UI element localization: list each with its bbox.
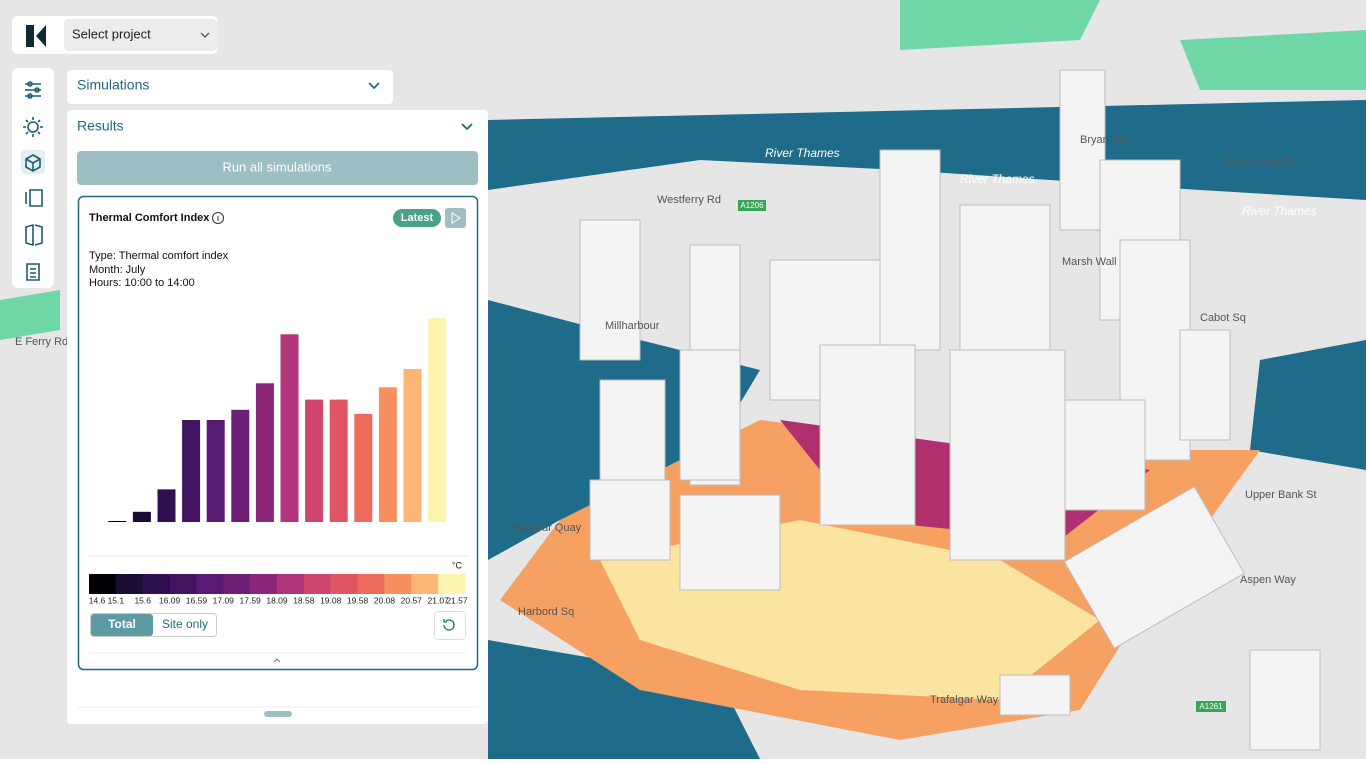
bar [255,383,274,522]
bar [354,413,373,522]
map-label: River Thames [765,146,840,160]
simulations-section[interactable] [67,70,393,104]
collapse-icon[interactable] [273,658,281,663]
resize-handle[interactable] [264,711,292,717]
chevron [461,123,473,131]
model-icon[interactable] [25,154,41,172]
legend-tick-label: 18.09 [266,595,288,605]
legend-swatch [115,574,144,594]
map-label: Westferry Rd [657,194,721,206]
legend-tick-label: 17.09 [213,595,235,605]
latest-badge [393,209,441,227]
bar [231,409,250,522]
map-label: Cabot Sq [1200,312,1246,324]
legend-swatch [89,574,117,594]
legend-swatch [303,574,332,594]
map-label: Aspen Way [1240,574,1296,586]
play-button[interactable] [445,208,466,228]
play-icon [451,212,461,224]
legend-swatch [357,574,385,594]
legend-tick-label: 21.57 [446,595,468,605]
legend-tick-label: 20.08 [374,595,396,605]
run-button-label: Run all simulations [222,159,332,174]
road-badge: A1261 [1199,702,1223,711]
legend-swatch [169,574,197,594]
settings-icon[interactable] [25,81,41,99]
legend-swatch [411,574,439,594]
unit-label: °C [452,560,463,570]
map-label: Harbord Sq [518,606,574,618]
legend-tick-label: 20.57 [401,595,423,605]
bar [329,399,348,522]
toggle-total[interactable] [91,614,153,636]
detail-line: Type: Thermal comfort index [89,250,229,262]
bar [206,420,225,522]
legend-tick-label: 15.1 [108,595,125,605]
bar [132,511,151,522]
legend-swatch [196,574,224,594]
sun-icon[interactable] [23,117,43,137]
result-card [77,195,479,671]
split-icon[interactable] [25,223,43,247]
dropdown-icon [200,32,210,38]
histogram: 14.6 15.1 15.6 16.09 16.59 17.09 17.59 18.09 18.… [89,318,468,605]
legend-swatch [277,574,305,594]
detail-line: Month: July [89,264,146,276]
bar [428,318,447,522]
bar [182,420,201,522]
info-icon[interactable] [212,212,224,224]
map-label: River Thames [1242,204,1317,218]
legend-swatch [223,574,251,594]
section-title[interactable]: Results [77,118,124,134]
latest-badge-label: Latest [401,212,434,224]
sidebar [12,68,54,288]
legend-tick-label: 18.58 [293,595,315,605]
toggle-label[interactable]: Site only [162,617,208,631]
map-label: Trafalgar Way [930,694,999,706]
legend-tick-label: 17.59 [240,595,262,605]
bar [403,369,422,522]
legend-swatch [384,574,412,594]
logo [26,25,46,47]
bar [157,489,176,522]
section-title: Simulations [77,77,149,93]
legend-tick-label: 15.6 [134,595,151,605]
map-label: Marsh Wall [1062,256,1117,268]
bar [280,334,299,522]
legend-swatch [250,574,278,594]
legend-swatch [142,574,171,594]
toggle-label: Total [108,617,136,631]
legend-tick-label: 19.58 [347,595,369,605]
bar [108,520,127,522]
card-title: Thermal Comfort Index [89,212,210,224]
project-select-label: Select project [72,26,151,41]
road-badge: A1206 [740,201,764,210]
map-label: Bryan Rd [1080,134,1126,146]
legend-tick-label: 14.6 [89,595,106,605]
project-select[interactable] [64,19,218,51]
map-label: E Ferry Rd [15,336,68,348]
chevron [368,82,380,90]
reset-button[interactable] [434,611,466,640]
reset-icon [443,619,455,631]
map-label: Millharbour [605,320,660,332]
legend-swatch [438,574,466,594]
compare-icon[interactable] [25,189,43,207]
legend-tick-label: 21.07 [428,595,450,605]
map-label: Upper Bank St [1245,489,1317,501]
detail-line: Hours: 10:00 to 14:00 [89,277,195,289]
report-icon[interactable] [26,263,40,281]
map-label: Harbour Quay [512,522,582,534]
bar [305,399,324,522]
run-button[interactable] [77,151,478,185]
legend-tick-label: 19.08 [320,595,342,605]
map-label: River Thames [960,172,1035,186]
legend-swatch [330,574,359,594]
map-label: Rotherhithe St [1225,156,1295,168]
legend-tick-label: 16.09 [159,595,181,605]
bar [378,387,397,522]
legend-tick-label: 16.59 [186,595,208,605]
